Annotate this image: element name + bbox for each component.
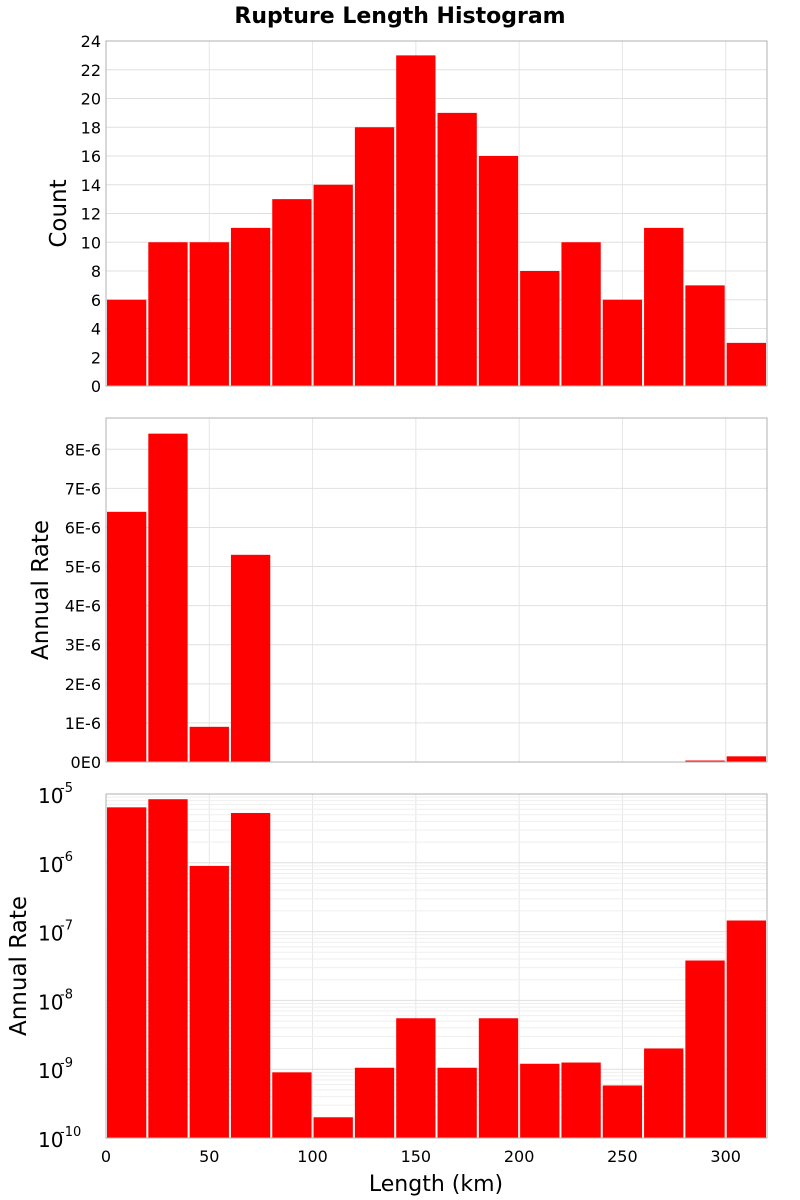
y-tick-label: 10 (81, 233, 101, 252)
histogram-bar (685, 960, 725, 1138)
histogram-bar (478, 156, 519, 386)
x-tick-label: 300 (710, 1147, 741, 1166)
histogram-bar (478, 1018, 519, 1138)
y-axis-label: Annual Rate (6, 896, 32, 1036)
y-tick-label: 10 (38, 853, 63, 877)
histogram-bar (685, 760, 725, 762)
y-tick-label: 8 (91, 262, 101, 281)
histogram-bar (644, 1048, 684, 1138)
y-tick-label: 24 (81, 32, 101, 51)
histogram-bar (354, 127, 395, 386)
histogram-bar (107, 299, 147, 386)
histogram-bar (726, 920, 766, 1138)
y-axis-label: Annual Rate (28, 520, 54, 660)
y-tick-label: 10 (38, 922, 63, 946)
y-tick-exponent: -8 (60, 987, 73, 1002)
y-tick-label: 10 (38, 784, 63, 808)
y-tick-label: 4E-6 (65, 597, 101, 616)
y-tick-label: 6E-6 (65, 518, 101, 537)
y-tick-label: 20 (81, 90, 101, 109)
y-tick-label: 14 (81, 176, 101, 195)
y-tick-label: 4 (91, 320, 101, 339)
x-axis: 0 50 100 150 200 250 300 (101, 1147, 741, 1166)
y-tick-label: 1E-6 (65, 714, 101, 733)
histogram-bar (230, 812, 271, 1138)
y-tick-label: 6 (91, 291, 101, 310)
histogram-bar (148, 242, 188, 386)
plot-frame (105, 417, 768, 763)
histogram-bar (148, 433, 188, 762)
histogram-bar (354, 1067, 395, 1138)
y-tick-label: 0E0 (71, 753, 101, 772)
x-tick-label: 250 (607, 1147, 638, 1166)
y-tick-label: 2 (91, 348, 101, 367)
histogram-bar (272, 1072, 312, 1138)
histogram-bar (396, 55, 436, 386)
annual-rate-linear-panel: 0E0 1E-6 2E-6 3E-6 4E-6 5E-6 6E-6 7E-6 8E-6 Annua… (28, 417, 768, 772)
histogram-bar (107, 511, 147, 762)
y-tick-exponent: -7 (60, 919, 73, 934)
y-tick-label: 8E-6 (65, 440, 101, 459)
histogram-bar (396, 1018, 436, 1138)
histogram-bar (685, 285, 725, 386)
histogram-bar (107, 807, 147, 1138)
plot-frame (105, 793, 768, 1139)
histogram-bar (230, 554, 271, 762)
histogram-bar (726, 756, 766, 762)
histogram-bar (189, 726, 229, 762)
histogram-bar (189, 865, 229, 1138)
x-tick-label: 150 (401, 1147, 432, 1166)
x-tick-label: 0 (101, 1147, 111, 1166)
histogram-bar (313, 1117, 353, 1138)
histogram-bar (602, 299, 643, 386)
y-tick-label: 12 (81, 205, 101, 224)
y-tick-label: 5E-6 (65, 558, 101, 577)
histogram-bar (602, 1085, 643, 1138)
plot-frame (105, 40, 768, 387)
y-tick-label: 16 (81, 147, 101, 166)
histogram-bar (230, 227, 271, 386)
y-tick-exponent: -10 (60, 1125, 81, 1140)
histogram-bar (313, 184, 353, 386)
y-tick-label: 10 (38, 1128, 63, 1152)
x-tick-label: 100 (297, 1147, 328, 1166)
y-tick-label: 2E-6 (65, 675, 101, 694)
plot-area (106, 418, 767, 762)
histogram-bar (148, 799, 188, 1138)
histogram-bar (520, 1063, 560, 1138)
y-axis-label: Count (46, 179, 72, 247)
y-tick-exponent: -6 (60, 850, 73, 865)
histogram-bar (437, 1067, 477, 1138)
y-tick-label: 3E-6 (65, 636, 101, 655)
y-tick-label: 0 (91, 377, 101, 396)
x-axis-label: Length (km) (369, 1172, 503, 1197)
histogram-bar (437, 112, 477, 386)
y-tick-label: 18 (81, 118, 101, 137)
y-tick-exponent: -5 (60, 781, 73, 796)
x-tick-label: 200 (504, 1147, 535, 1166)
histogram-bar (520, 271, 560, 386)
y-tick-exponent: -9 (60, 1056, 73, 1071)
histogram-bar (644, 227, 684, 386)
histogram-bar (726, 342, 766, 386)
histogram-bar (189, 242, 229, 386)
x-tick-label: 50 (199, 1147, 219, 1166)
chart-title: Rupture Length Histogram (234, 4, 565, 29)
histogram-bar (561, 1062, 601, 1138)
y-tick-label: 7E-6 (65, 479, 101, 498)
histogram-bar (272, 199, 312, 386)
y-tick-label: 22 (81, 61, 101, 80)
y-tick-label: 10 (38, 990, 63, 1014)
y-tick-label: 10 (38, 1059, 63, 1083)
histogram-bar (561, 242, 601, 386)
